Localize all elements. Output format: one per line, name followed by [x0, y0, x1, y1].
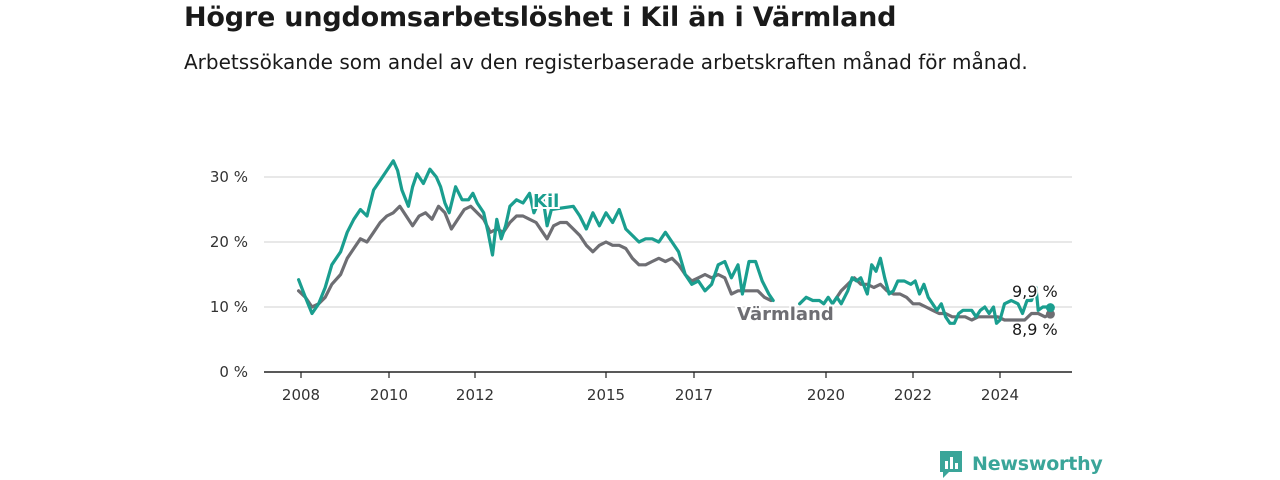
- kil-series-label: Kil: [533, 191, 559, 212]
- x-tick-label: 2008: [282, 386, 320, 404]
- x-tick-label: 2012: [456, 386, 494, 404]
- kil-series-line: [297, 159, 1052, 325]
- x-tick-label: 2015: [587, 386, 625, 404]
- x-tick-label: 2022: [894, 386, 932, 404]
- y-tick-label: 10 %: [210, 298, 248, 316]
- varmland-end-point: [1045, 309, 1055, 319]
- varmland-end-value-label: 8,9 %: [1012, 320, 1058, 339]
- axes: 0 % 10 % 20 % 30 % 2008 2010 2012 2015 2017 2020 2…: [210, 168, 1072, 404]
- kil-end-point: [1045, 303, 1055, 313]
- chart-subtitle: Arbetssökande som andel av den registerb…: [184, 50, 1028, 74]
- x-tick-label: 2017: [675, 386, 713, 404]
- y-tick-label: 30 %: [210, 168, 248, 186]
- brand-name: Newsworthy: [972, 453, 1103, 475]
- x-tick-label: 2020: [807, 386, 845, 404]
- kil-end-value-label: 9,9 %: [1012, 282, 1058, 301]
- newsworthy-logo: Newsworthy: [938, 449, 1103, 479]
- x-tick-label: 2010: [370, 386, 408, 404]
- y-tick-label: 20 %: [210, 233, 248, 251]
- chart-title: Högre ungdomsarbetslöshet i Kil än i Vär…: [184, 2, 897, 33]
- y-tick-label: 0 %: [219, 363, 248, 381]
- x-tick-label: 2024: [981, 386, 1019, 404]
- bar-chart-logo-icon: [940, 451, 962, 478]
- grid-lines: [264, 176, 1072, 308]
- series-labels: Kil Värmland 9,9 % 8,9 %: [531, 189, 1059, 341]
- varmland-series-line: [297, 204, 1052, 322]
- varmland-series-label: Värmland: [737, 304, 834, 325]
- series-lines: [297, 159, 1055, 325]
